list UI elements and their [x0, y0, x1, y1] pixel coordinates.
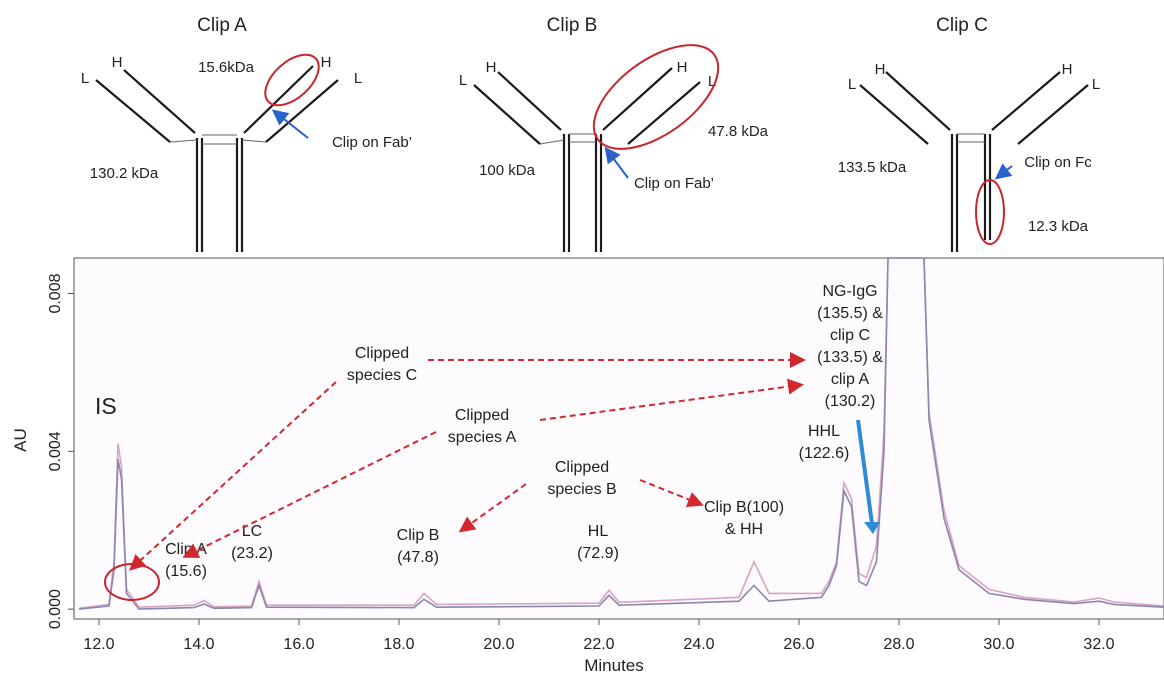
species-label: species B	[547, 481, 616, 498]
light-chain-label: L	[459, 72, 467, 89]
schematic-clip-b: Clip B H L H L 47.8 kDa 100 kDa Clip on …	[459, 15, 769, 252]
heavy-chain-label: H	[875, 61, 886, 78]
species-label: Clipped	[355, 345, 409, 362]
x-tick-label: 22.0	[583, 636, 614, 653]
x-tick-label: 16.0	[283, 636, 314, 653]
arrow-species-a-to-clip-a	[182, 431, 437, 558]
y-tick-label: 0.000	[47, 589, 64, 629]
y-axis: 0.000 0.004 0.008	[47, 273, 74, 629]
schematic-title: Clip C	[936, 15, 988, 36]
x-tick-label: 32.0	[1083, 636, 1114, 653]
y-axis-title: AU	[11, 428, 30, 452]
x-tick-label: 18.0	[383, 636, 414, 653]
peak-label: clip A	[831, 371, 870, 388]
arrow-species-a-to-main	[539, 378, 804, 421]
clip-pointer-arrow	[994, 163, 1013, 180]
peak-label: (15.6)	[165, 563, 207, 580]
peak-label: (135.5) &	[817, 305, 883, 322]
main-mass-label: 130.2 kDa	[90, 165, 159, 182]
chromatogram-trace-2	[78, 257, 1164, 610]
clip-pointer-arrow	[271, 109, 309, 139]
main-mass-label: 133.5 kDa	[838, 159, 907, 176]
clip-site-note: Clip on Fab’	[332, 134, 412, 151]
hhl-pointer-arrowhead	[864, 522, 880, 534]
series-layer	[78, 257, 1164, 610]
clip-a-peak-circle	[104, 563, 160, 601]
arrow-species-c-to-clip-a	[129, 381, 337, 571]
schematic-title: Clip A	[197, 15, 247, 36]
light-chain-label: L	[1092, 76, 1100, 93]
arrow-species-b-to-clip-b-100	[639, 479, 704, 507]
peak-label: Clip B	[397, 527, 440, 544]
plot-area	[73, 257, 1164, 620]
species-label: species C	[347, 367, 417, 384]
heavy-chain-label: H	[112, 54, 123, 71]
clip-mass-label: 15.6kDa	[198, 59, 255, 76]
peak-label: (23.2)	[231, 545, 273, 562]
peak-label: LC	[242, 523, 262, 540]
species-label: species A	[448, 429, 517, 446]
hhl-pointer-arrow	[856, 419, 874, 525]
x-tick-label: 24.0	[683, 636, 714, 653]
peak-label: (47.8)	[397, 549, 439, 566]
x-tick-label: 12.0	[83, 636, 114, 653]
peak-label: & HH	[725, 521, 763, 538]
clip-mass-label: 12.3 kDa	[1028, 218, 1089, 235]
clip-highlight-ellipse	[975, 179, 1005, 245]
peak-label: (130.2)	[825, 393, 876, 410]
light-chain-label: L	[848, 76, 856, 93]
peak-label: (72.9)	[577, 545, 619, 562]
species-labels: Clipped species C Clipped species A Clipped s…	[347, 345, 617, 498]
clip-pointer-arrow	[604, 146, 629, 179]
chromatogram-trace-1	[78, 257, 1164, 610]
light-chain-label: L	[708, 73, 716, 90]
x-tick-label: 14.0	[183, 636, 214, 653]
schematic-clip-c: Clip C H L H L 133.5 kDa 12.3 kDa Clip o…	[838, 15, 1100, 252]
clip-highlight-ellipse	[592, 44, 720, 150]
chromatogram-chart: 12.0 14.0 16.0 18.0 20.0 22.0 24.0 26.0 28.0 30.0…	[11, 257, 1164, 675]
y-tick-label: 0.008	[47, 273, 64, 313]
schematic-title: Clip B	[547, 15, 598, 36]
x-axis: 12.0 14.0 16.0 18.0 20.0 22.0 24.0 26.0 28.0 30.0…	[83, 619, 1115, 653]
main-mass-label: 100 kDa	[479, 162, 536, 179]
peak-label: NG-IgG	[822, 283, 877, 300]
heavy-chain-label: H	[1062, 61, 1073, 78]
clip-site-note: Clip on Fab’	[634, 175, 714, 192]
species-label: Clipped	[455, 407, 509, 424]
heavy-chain-label: H	[486, 59, 497, 76]
peak-label: (122.6)	[799, 445, 850, 462]
clip-mass-label: 47.8 kDa	[708, 123, 769, 140]
internal-standard-label: IS	[95, 393, 117, 419]
schematic-clip-a: Clip A H L H L 15.6kDa 130.2 kDa Clip on…	[81, 15, 412, 252]
clip-highlight-ellipse	[264, 53, 320, 107]
x-tick-label: 30.0	[983, 636, 1014, 653]
peak-label: (133.5) &	[817, 349, 883, 366]
peak-label: HHL	[808, 423, 840, 440]
x-tick-label: 26.0	[783, 636, 814, 653]
peak-labels: Clip A(15.6)LC(23.2)Clip B(47.8)HL(72.9)…	[165, 283, 883, 580]
peak-label: clip C	[830, 327, 870, 344]
x-tick-label: 20.0	[483, 636, 514, 653]
clip-site-note: Clip on Fc	[1024, 154, 1092, 171]
peak-label: HL	[588, 523, 609, 540]
species-arrows	[129, 352, 806, 571]
peak-label: Clip B(100)	[704, 499, 784, 516]
species-label: Clipped	[555, 459, 609, 476]
heavy-chain-label: H	[677, 59, 688, 76]
arrow-species-b-to-clip-b	[458, 483, 527, 533]
light-chain-label: L	[81, 70, 89, 87]
x-tick-label: 28.0	[883, 636, 914, 653]
light-chain-label: L	[354, 70, 362, 87]
heavy-chain-label: H	[321, 54, 332, 71]
y-tick-label: 0.004	[47, 431, 64, 471]
x-axis-title: Minutes	[584, 656, 644, 675]
